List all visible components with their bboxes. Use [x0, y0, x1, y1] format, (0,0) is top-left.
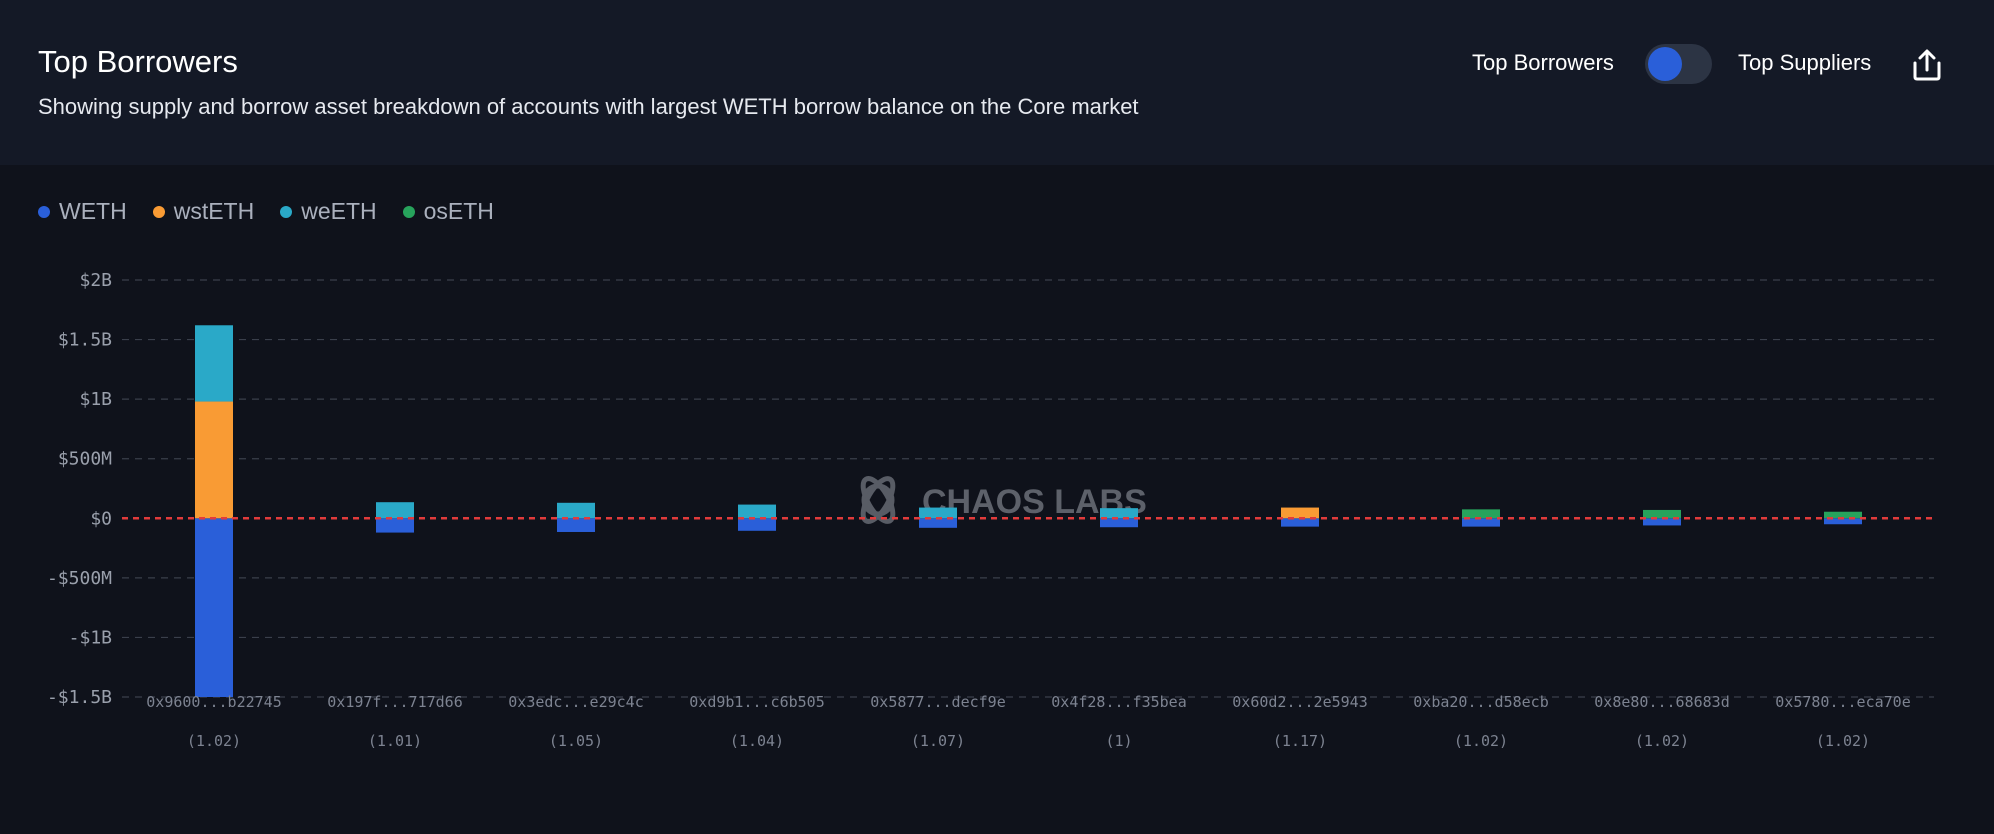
- chart-legend: WETH wstETH weETH osETH: [38, 198, 494, 225]
- bar-segment-oseth[interactable]: [1462, 509, 1500, 519]
- bar-segment-weth[interactable]: [919, 518, 957, 528]
- bar-segment-wsteth[interactable]: [195, 401, 233, 519]
- toggle-label-top-borrowers[interactable]: Top Borrowers: [1472, 50, 1614, 75]
- x-tick-health-factor: (1.02): [1816, 732, 1870, 750]
- bar-segment-weth[interactable]: [195, 518, 233, 697]
- legend-label: WETH: [59, 198, 127, 224]
- legend-label: osETH: [423, 198, 494, 224]
- legend-item-wsteth[interactable]: wstETH: [152, 198, 255, 225]
- bar-segment-weth[interactable]: [557, 518, 595, 532]
- bar-segment-oseth[interactable]: [1824, 511, 1862, 519]
- bar-segment-weeth[interactable]: [195, 325, 233, 402]
- bar-segment-weth[interactable]: [1462, 518, 1500, 527]
- bar-segment-weth[interactable]: [738, 518, 776, 531]
- x-tick-label: 0x197f...717d66: [327, 693, 462, 711]
- bar-segment-weeth[interactable]: [557, 502, 595, 519]
- x-tick-label: 0xba20...d58ecb: [1413, 693, 1548, 711]
- y-tick-label: -$1.5B: [47, 687, 112, 708]
- x-tick-health-factor: (1.07): [911, 732, 965, 750]
- legend-label: wstETH: [173, 198, 255, 224]
- y-tick-label: $0: [90, 508, 112, 529]
- toggle-label-top-suppliers[interactable]: Top Suppliers: [1738, 50, 1872, 75]
- x-tick-label: 0x8e80...68683d: [1594, 693, 1729, 711]
- bar-segment-weth[interactable]: [376, 518, 414, 533]
- borrowers-suppliers-toggle[interactable]: [1645, 44, 1712, 84]
- header-panel: Top Borrowers Showing supply and borrow …: [0, 0, 1994, 165]
- bar-segment-weeth[interactable]: [919, 507, 957, 519]
- legend-dot: [152, 205, 165, 218]
- x-tick-label: 0x5780...eca70e: [1775, 693, 1910, 711]
- bar-segment-wsteth[interactable]: [1281, 507, 1319, 519]
- x-tick-health-factor: (1.04): [730, 732, 784, 750]
- x-tick-label: 0x3edc...e29c4c: [508, 693, 643, 711]
- x-tick-health-factor: (1): [1105, 732, 1132, 750]
- bar-segment-weeth[interactable]: [376, 502, 414, 519]
- page-title: Top Borrowers: [38, 44, 238, 79]
- legend-dot: [38, 205, 50, 218]
- bar-segment-weeth[interactable]: [738, 504, 776, 519]
- y-tick-label: $1.5B: [58, 330, 112, 351]
- y-tick-label: -$500M: [47, 568, 112, 589]
- x-tick-label: 0x4f28...f35bea: [1051, 693, 1186, 711]
- x-tick-health-factor: (1.02): [187, 732, 241, 750]
- legend-dot: [280, 205, 293, 218]
- legend-label: weETH: [301, 198, 377, 224]
- toggle-knob: [1648, 47, 1682, 81]
- x-tick-label: 0x60d2...2e5943: [1232, 693, 1367, 711]
- bar-segment-weth[interactable]: [1281, 518, 1319, 527]
- x-tick-label: 0x9600...b22745: [146, 693, 281, 711]
- x-tick-health-factor: (1.02): [1454, 732, 1508, 750]
- legend-dot: [402, 205, 415, 218]
- bar-segment-oseth[interactable]: [1643, 509, 1681, 519]
- y-tick-label: $500M: [58, 449, 112, 470]
- legend-item-weth[interactable]: WETH: [38, 198, 127, 225]
- bar-segment-weth[interactable]: [1100, 518, 1138, 528]
- share-export-icon[interactable]: [1908, 46, 1946, 84]
- x-tick-health-factor: (1.02): [1635, 732, 1689, 750]
- bar-segment-weth[interactable]: [1643, 518, 1681, 526]
- x-tick-label: 0x5877...decf9e: [870, 693, 1005, 711]
- page-subtitle: Showing supply and borrow asset breakdow…: [38, 94, 1139, 119]
- x-tick-label: 0xd9b1...c6b505: [689, 693, 824, 711]
- bar-segment-weth[interactable]: [1824, 518, 1862, 525]
- legend-item-oseth[interactable]: osETH: [402, 198, 494, 225]
- x-tick-health-factor: (1.05): [549, 732, 603, 750]
- bar-segment-weeth[interactable]: [1100, 508, 1138, 519]
- x-tick-health-factor: (1.17): [1273, 732, 1327, 750]
- legend-item-weeth[interactable]: weETH: [280, 198, 377, 225]
- y-tick-label: -$1B: [69, 627, 112, 648]
- y-tick-label: $2B: [79, 270, 112, 291]
- chaos-labs-logo-icon: [860, 476, 896, 524]
- y-tick-label: $1B: [79, 389, 112, 410]
- x-tick-health-factor: (1.01): [368, 732, 422, 750]
